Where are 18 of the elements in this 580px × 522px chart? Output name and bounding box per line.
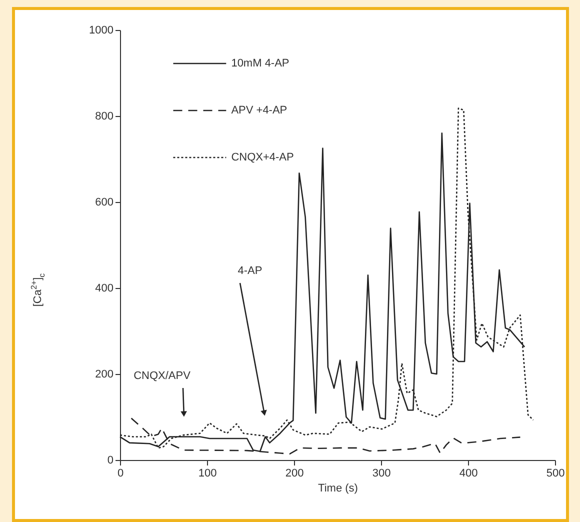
legend-label: CNQX+4-AP <box>231 152 294 164</box>
annotation: CNQX/APV <box>134 370 192 382</box>
legend-label: 10mM 4-AP <box>231 58 290 70</box>
x-tick-label: 500 <box>546 468 565 480</box>
y-tick-label: 1000 <box>89 24 114 36</box>
x-tick-label: 0 <box>117 468 124 480</box>
y-tick-label: 400 <box>95 282 114 294</box>
x-axis-title: Time (s) <box>318 482 358 494</box>
x-tick-label: 200 <box>285 468 304 480</box>
y-tick-label: 0 <box>107 454 114 466</box>
legend-label: APV +4-AP <box>231 104 288 116</box>
annotation: 4-AP <box>238 265 262 277</box>
x-tick-label: 400 <box>459 468 478 480</box>
y-tick-label: 800 <box>95 110 114 122</box>
x-tick-label: 100 <box>198 468 217 480</box>
y-tick-label: 200 <box>95 368 114 380</box>
y-tick-label: 600 <box>95 196 114 208</box>
x-tick-label: 300 <box>372 468 391 480</box>
